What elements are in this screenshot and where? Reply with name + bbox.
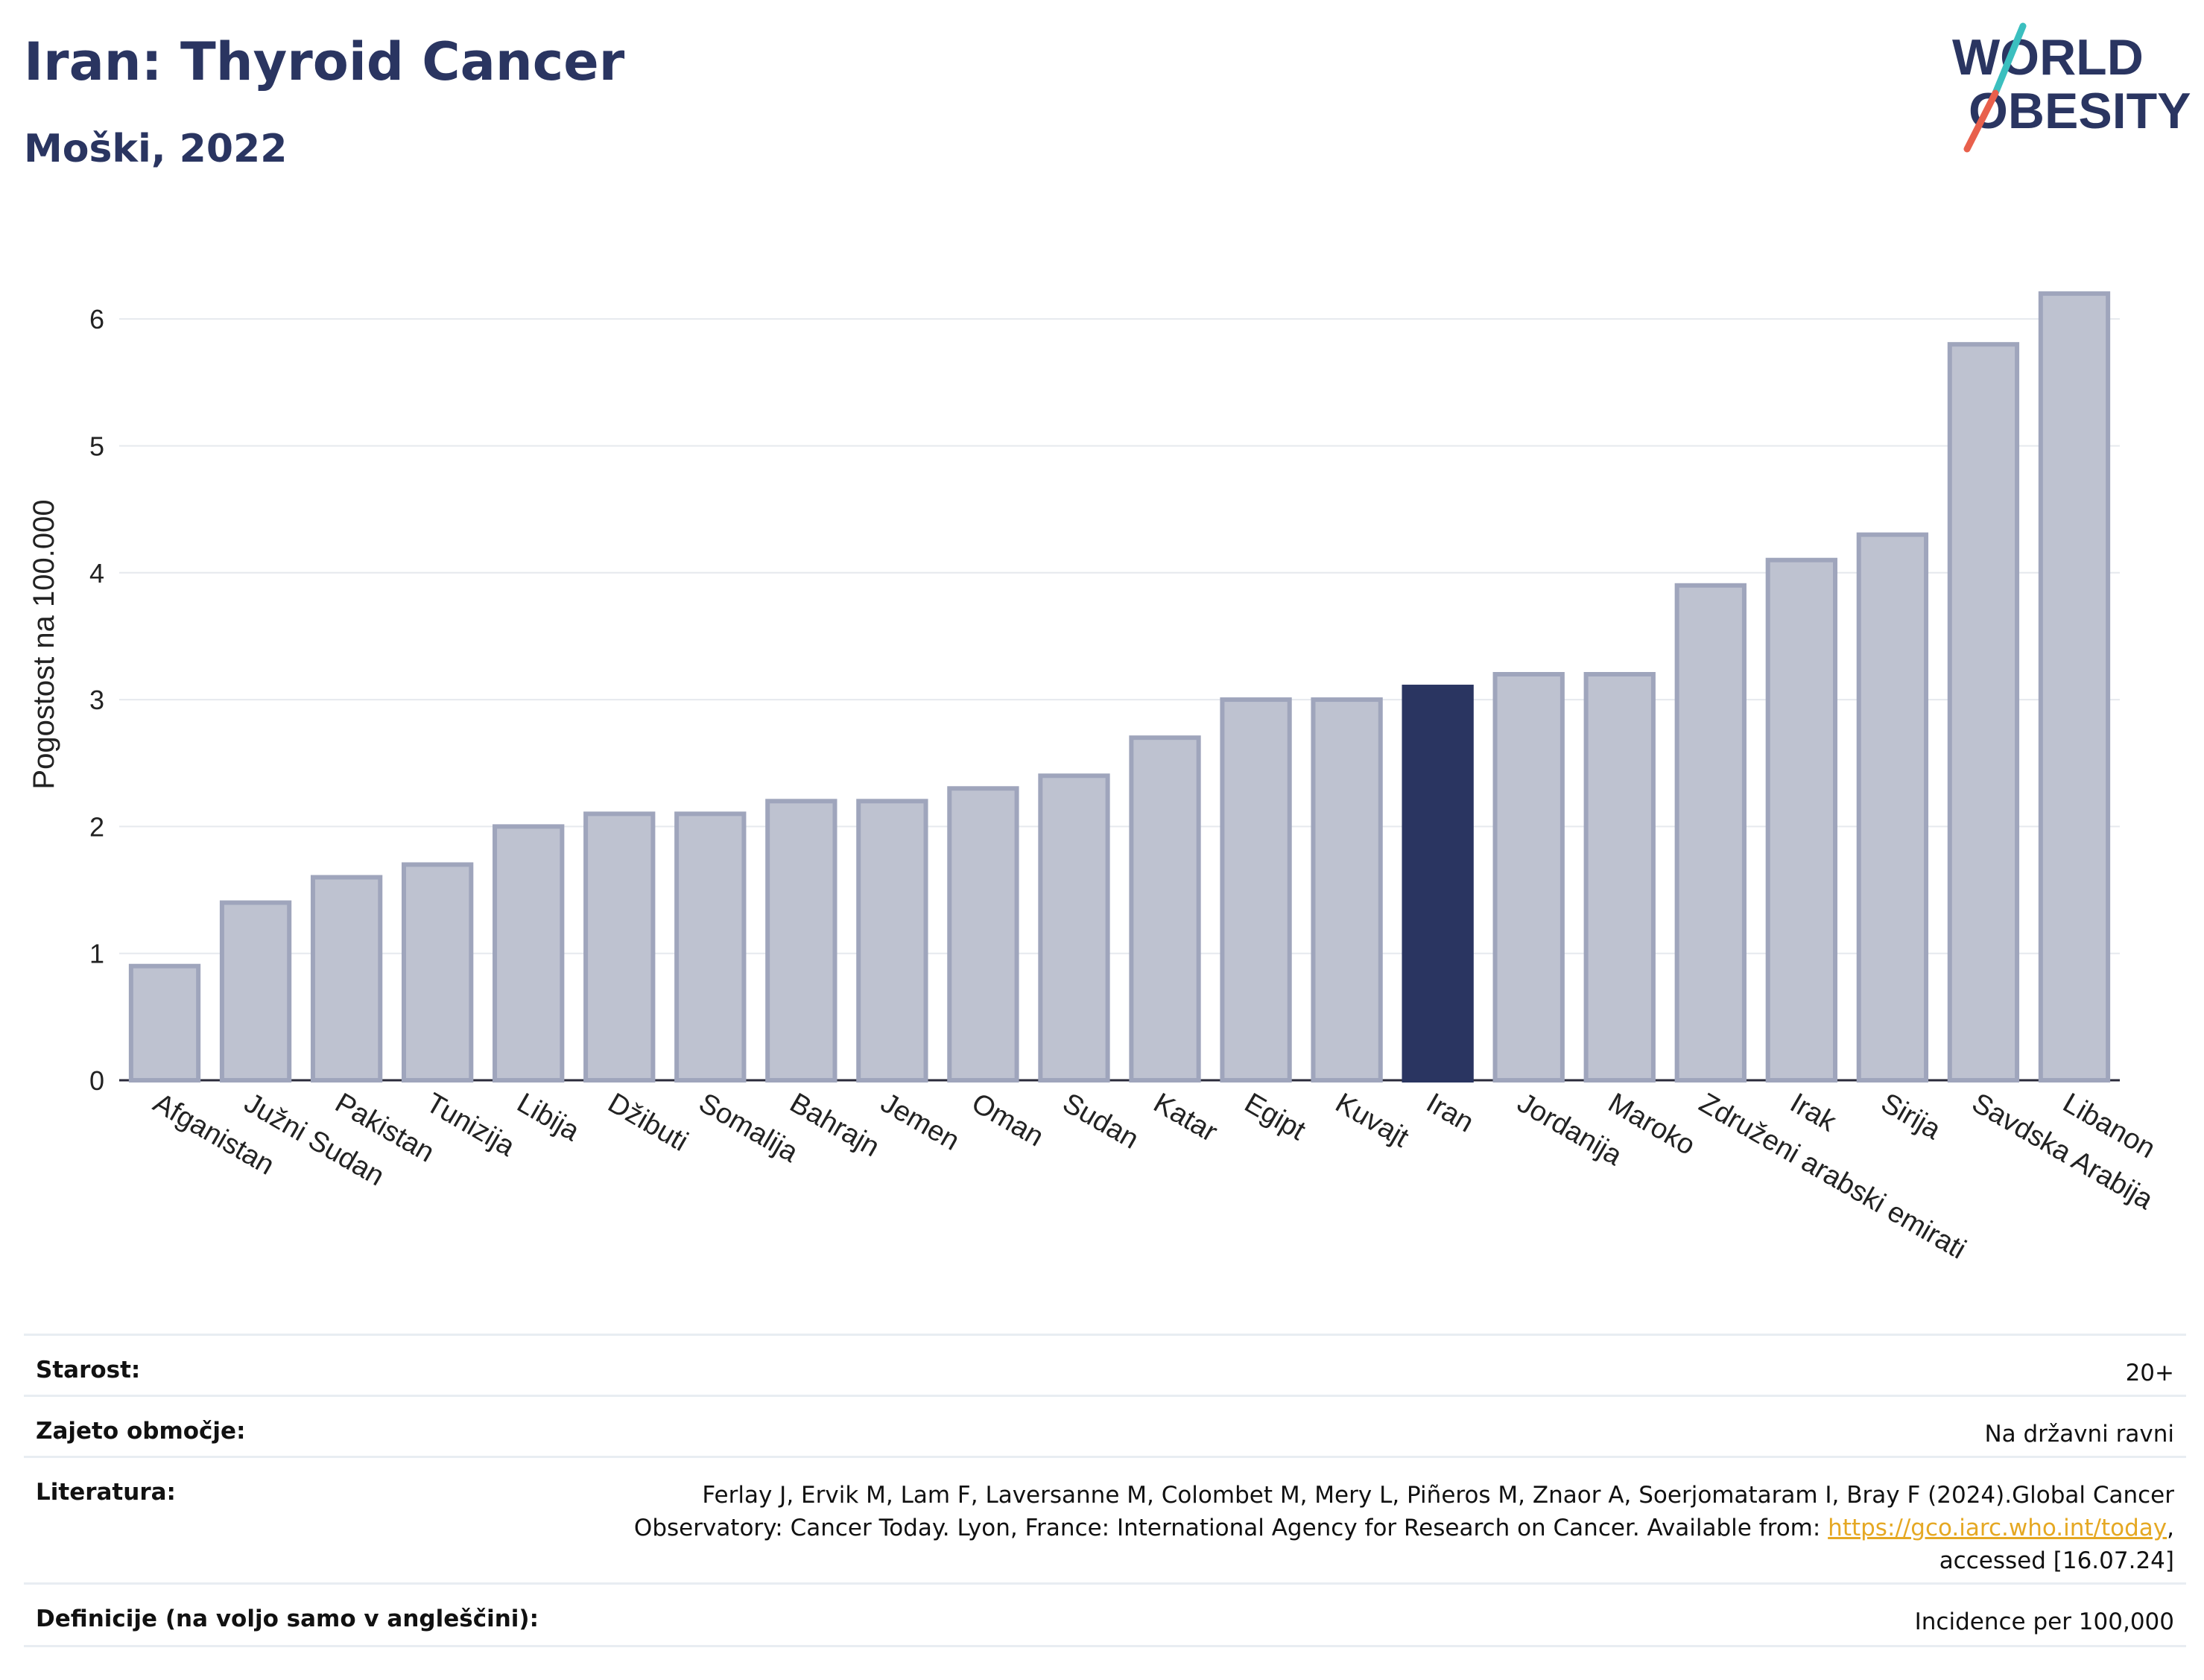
info-row-definitions: Definicije (na voljo samo v angleščini):… xyxy=(24,1582,2186,1645)
x-tick-label: Kuvajt xyxy=(1330,1087,1414,1153)
bar-tunizija xyxy=(402,862,474,1083)
y-tick-label: 6 xyxy=(89,304,104,335)
bar-združeni-arabski-emirati xyxy=(1674,583,1747,1083)
logo-word-obesity: OBESITY xyxy=(1969,83,2191,139)
logo-slash-teal xyxy=(1992,22,2027,97)
bar-oman xyxy=(947,786,1019,1083)
info-row-coverage: Zajeto območje: Na državni ravni xyxy=(24,1395,2186,1456)
y-tick-label: 2 xyxy=(89,811,104,842)
x-tick-label: Somalija xyxy=(694,1087,804,1169)
bar-kuvajt xyxy=(1311,697,1383,1083)
y-tick-label: 0 xyxy=(89,1065,104,1096)
references-line-1: Ferlay J, Ervik M, Lam F, Laversanne M, … xyxy=(702,1482,2174,1509)
x-tick-label: Tunizija xyxy=(421,1087,521,1163)
x-tick-label: Egipt xyxy=(1239,1087,1311,1147)
page-subtitle: Moški, 2022 xyxy=(24,127,288,171)
y-tick-label: 5 xyxy=(89,431,104,461)
bar-somalija xyxy=(674,811,747,1083)
references-label: Literatura: xyxy=(36,1479,176,1506)
bar-bahrajn xyxy=(765,799,837,1083)
bar-savdska-arabija xyxy=(1947,342,2020,1083)
info-row-age: Starost: 20+ xyxy=(24,1334,2186,1395)
definitions-value: Incidence per 100,000 xyxy=(1914,1608,2174,1635)
bar-sirija xyxy=(1856,532,1929,1083)
x-tick-label: Libija xyxy=(512,1087,586,1147)
table-bottom-rule xyxy=(24,1645,2186,1647)
x-tick-label: Irak xyxy=(1785,1087,1842,1138)
x-tick-label: Katar xyxy=(1148,1087,1223,1148)
age-value: 20+ xyxy=(2125,1360,2174,1386)
bar-katar xyxy=(1129,735,1201,1083)
bar-jemen xyxy=(856,799,928,1083)
bar-libanon xyxy=(2038,291,2111,1083)
coverage-value: Na državni ravni xyxy=(1984,1421,2174,1448)
definitions-label: Definicije (na voljo samo v angleščini): xyxy=(36,1605,539,1632)
logo-slash-coral xyxy=(1963,89,1999,153)
references-link[interactable]: https://gco.iarc.who.int/today xyxy=(1828,1515,2167,1541)
x-tick-label: Sirija xyxy=(1875,1087,1946,1146)
info-row-references: Literatura: Ferlay J, Ervik M, Lam F, La… xyxy=(24,1456,2186,1582)
x-tick-label: Jemen xyxy=(875,1087,965,1156)
bar-afganistan xyxy=(128,963,201,1083)
y-tick-label: 1 xyxy=(89,939,104,969)
coverage-label: Zajeto območje: xyxy=(36,1418,246,1445)
logo-word-world: WORLD xyxy=(1952,29,2144,86)
bar-južni-sudan xyxy=(219,900,292,1083)
bar-iran xyxy=(1402,685,1474,1083)
x-tick-label: Iran xyxy=(1421,1087,1479,1138)
bar-pakistan xyxy=(310,875,383,1083)
x-tick-label: Bahrajn xyxy=(785,1087,884,1163)
bar-libija xyxy=(493,824,565,1083)
x-tick-label: Džibuti xyxy=(603,1087,694,1157)
bar-jordanija xyxy=(1492,672,1565,1083)
x-tick-label: Jordanija xyxy=(1512,1087,1627,1172)
references-line-2: Observatory: Cancer Today. Lyon, France:… xyxy=(633,1515,1828,1541)
world-obesity-logo: WORLD OBESITY xyxy=(1952,22,2191,153)
bar-džibuti xyxy=(583,811,656,1083)
age-label: Starost: xyxy=(36,1357,141,1383)
bar-irak xyxy=(1765,557,1837,1083)
references-line-3: accessed [16.07.24] xyxy=(1939,1547,2174,1574)
x-tick-label: Oman xyxy=(966,1087,1049,1153)
references-value: Ferlay J, Ervik M, Lam F, Laversanne M, … xyxy=(634,1479,2174,1577)
references-line-2-end: , xyxy=(2167,1515,2174,1541)
bar-maroko xyxy=(1583,672,1656,1083)
page-title: Iran: Thyroid Cancer xyxy=(24,31,625,92)
y-tick-label: 3 xyxy=(89,685,104,715)
y-axis-label: Pogostost na 100.000 xyxy=(28,499,60,789)
bar-sudan xyxy=(1038,773,1110,1083)
bar-egipt xyxy=(1220,697,1292,1083)
y-tick-label: 4 xyxy=(89,558,104,589)
x-tick-label: Sudan xyxy=(1057,1087,1144,1155)
